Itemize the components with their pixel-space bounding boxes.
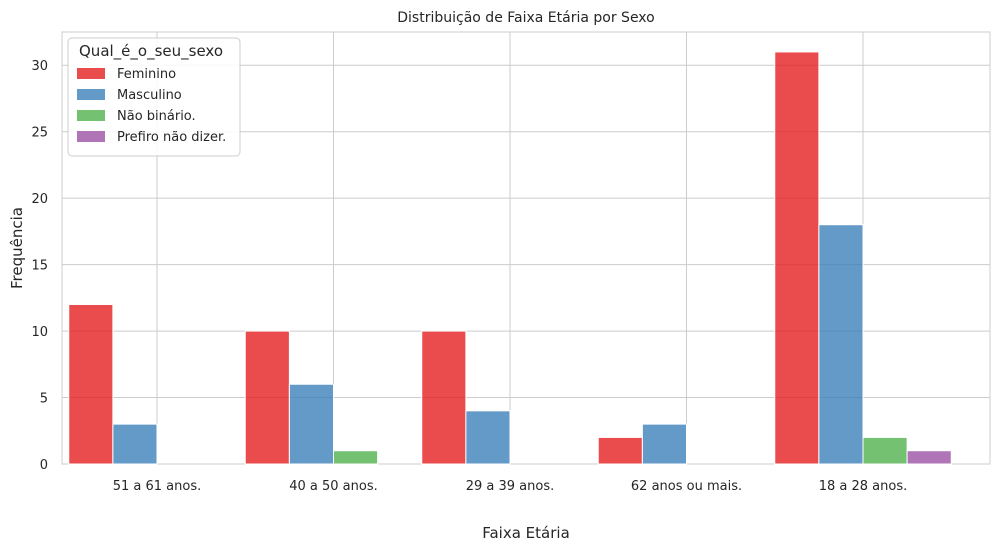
y-tick-label: 5: [40, 392, 48, 407]
y-tick-label: 0: [40, 458, 48, 473]
bar: [862, 436, 908, 465]
bar: [818, 224, 864, 465]
bar: [774, 51, 820, 465]
legend-label: Prefiro não dizer.: [117, 130, 226, 145]
legend-swatch: [77, 68, 105, 79]
bar: [244, 330, 290, 465]
y-tick-label: 10: [31, 325, 48, 340]
bars: [68, 51, 952, 465]
bar: [465, 410, 511, 465]
legend: Qual_é_o_seu_sexo Feminino Masculino Não bi…: [67, 37, 241, 157]
tick-labels: 0 5 10 15 20 25 30 51 a 61 anos. 40 a 50 anos. 29…: [31, 59, 907, 494]
y-axis-label: Frequência: [8, 207, 26, 289]
x-tick-label: 29 a 39 anos.: [466, 479, 555, 494]
legend-swatch: [77, 110, 105, 121]
y-tick-label: 15: [31, 259, 48, 274]
bar: [68, 303, 114, 465]
legend-label: Masculino: [117, 88, 182, 103]
bar: [641, 423, 687, 465]
legend-frame: [67, 37, 241, 157]
bar: [906, 450, 952, 465]
legend-swatch: [77, 131, 105, 142]
y-tick-label: 25: [31, 126, 48, 141]
bar: [112, 423, 158, 465]
bar: [333, 450, 379, 465]
x-tick-label: 18 a 28 anos.: [819, 479, 908, 494]
x-axis-label: Faixa Etária: [482, 524, 570, 542]
x-tick-label: 62 anos ou mais.: [631, 479, 742, 494]
x-tick-label: 51 a 61 anos.: [113, 479, 202, 494]
y-tick-label: 30: [31, 59, 48, 74]
x-tick-label: 40 a 50 anos.: [289, 479, 378, 494]
legend-label: Não binário.: [117, 109, 196, 124]
y-tick-label: 20: [31, 192, 48, 207]
legend-label: Feminino: [117, 67, 176, 82]
legend-title: Qual_é_o_seu_sexo: [79, 42, 223, 61]
bar: [597, 436, 643, 465]
chart-title: Distribuição de Faixa Etária por Sexo: [397, 10, 654, 26]
legend-swatch: [77, 89, 105, 100]
bar: [421, 330, 467, 465]
bar: [288, 383, 334, 465]
